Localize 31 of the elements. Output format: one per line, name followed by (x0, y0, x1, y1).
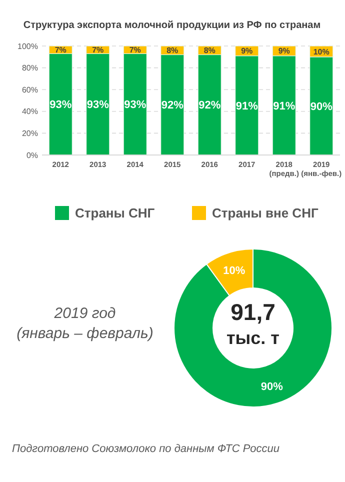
y-tick-label: 60% (22, 85, 38, 94)
text: Подготовлено Союзмолоко по данным ФТС России (12, 443, 280, 455)
y-tick-label: 20% (22, 129, 38, 138)
data-label: 93% (124, 99, 146, 112)
y-tick-label: 100% (18, 42, 38, 51)
data-label: 91% (273, 100, 296, 112)
data-label: 92% (198, 100, 221, 112)
data-label: 90% (310, 100, 333, 113)
data-label: 10% (313, 47, 330, 56)
data-label: 7% (92, 46, 104, 55)
text: 91,7 тыс. т (226, 299, 280, 348)
data-label: 7% (129, 46, 141, 55)
data-label: 92% (161, 100, 184, 112)
donut-slice (174, 248, 332, 408)
data-label: 10% (223, 264, 246, 277)
legend-label: Страны вне СНГ (212, 206, 319, 221)
legend-label: Страны СНГ (75, 206, 156, 221)
chart-title: Структура экспорта молочной продукции из РФ по странам (23, 20, 321, 31)
data-label: 8% (166, 46, 178, 56)
data-label: 8% (204, 46, 216, 56)
y-tick-label: 40% (22, 107, 38, 116)
data-label: 9% (241, 46, 253, 56)
y-tick-label: 80% (22, 64, 38, 73)
y-tick-label: 0% (26, 150, 38, 160)
data-label: 7% (54, 46, 66, 55)
data-label: 93% (86, 99, 110, 112)
data-label: 93% (50, 99, 72, 112)
data-label: 90% (260, 380, 284, 393)
text: 2019 год (январь – февраль) (16, 305, 154, 342)
data-label: 9% (278, 46, 290, 56)
data-label: 91% (236, 100, 258, 112)
